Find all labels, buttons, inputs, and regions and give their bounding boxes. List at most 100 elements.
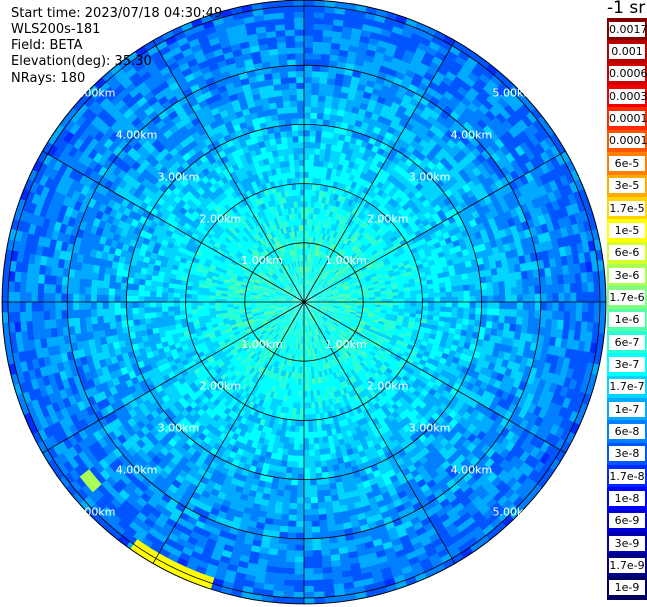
ppi-cell bbox=[317, 321, 322, 327]
ppi-cell bbox=[331, 331, 338, 338]
ppi-cell bbox=[295, 305, 300, 311]
ppi-cell bbox=[281, 292, 288, 296]
ppi-cell bbox=[308, 305, 315, 310]
ppi-cell bbox=[269, 290, 276, 294]
ppi-cell bbox=[275, 320, 282, 325]
ppi-cell bbox=[302, 289, 304, 297]
ppi-cell bbox=[313, 309, 319, 314]
ppi-cell bbox=[319, 309, 326, 314]
ppi-cell bbox=[304, 183, 309, 190]
ppi-cell bbox=[321, 306, 328, 309]
ppi-cell bbox=[321, 265, 327, 272]
ppi-cell bbox=[404, 305, 411, 310]
ppi-cell bbox=[312, 261, 316, 268]
ppi-cell bbox=[302, 313, 304, 320]
ppi-cell bbox=[312, 309, 318, 315]
ppi-cell bbox=[316, 269, 320, 276]
ppi-cell bbox=[322, 259, 327, 266]
ppi-cell bbox=[343, 312, 351, 316]
ppi-cell bbox=[265, 315, 272, 319]
ppi-cell bbox=[333, 298, 340, 300]
ppi-cell bbox=[304, 302, 311, 304]
ppi-cell bbox=[317, 269, 321, 276]
ppi-cell bbox=[342, 314, 350, 319]
ppi-cell bbox=[313, 308, 319, 313]
ppi-cell bbox=[336, 286, 344, 290]
ppi-cell bbox=[308, 285, 312, 292]
ppi-cell bbox=[321, 282, 327, 287]
ppi-cell bbox=[292, 297, 299, 300]
ppi-cell bbox=[322, 266, 328, 273]
ppi-cell bbox=[297, 285, 300, 291]
ppi-cell bbox=[263, 289, 271, 293]
ppi-cell bbox=[283, 319, 289, 325]
ppi-cell bbox=[299, 230, 302, 237]
ppi-cell bbox=[334, 270, 341, 276]
ppi-cell bbox=[270, 276, 277, 282]
ppi-cell bbox=[299, 319, 302, 326]
ppi-cell bbox=[320, 332, 325, 339]
ppi-cell bbox=[307, 408, 312, 415]
ppi-cell bbox=[316, 314, 322, 320]
ppi-cell bbox=[440, 297, 447, 303]
ppi-cell bbox=[304, 141, 310, 149]
ppi-cell bbox=[286, 284, 292, 290]
ppi-cell bbox=[288, 328, 292, 335]
ppi-cell bbox=[294, 273, 298, 280]
ppi-cell bbox=[293, 317, 297, 324]
ppi-cell bbox=[144, 290, 151, 297]
ppi-cell bbox=[438, 282, 446, 289]
ppi-cell bbox=[275, 319, 281, 325]
ppi-cell bbox=[311, 273, 315, 280]
ppi-cell bbox=[275, 308, 282, 312]
ppi-cell bbox=[327, 296, 334, 299]
ppi-cell bbox=[161, 296, 168, 302]
ppi-cell bbox=[280, 297, 287, 300]
ppi-cell bbox=[314, 293, 321, 297]
ppi-cell bbox=[313, 443, 320, 450]
ppi-cell bbox=[313, 281, 318, 288]
ppi-cell bbox=[292, 461, 299, 468]
ppi-cell bbox=[333, 329, 340, 336]
ppi-cell bbox=[274, 302, 281, 305]
ppi-cell bbox=[315, 300, 322, 302]
ppi-cell bbox=[416, 293, 423, 299]
ppi-cell bbox=[299, 171, 305, 178]
ppi-cell bbox=[304, 297, 309, 302]
ppi-cell bbox=[333, 278, 340, 284]
ppi-cell bbox=[309, 304, 316, 307]
ppi-cell bbox=[304, 313, 306, 321]
ppi-cell bbox=[270, 287, 277, 291]
ppi-cell bbox=[309, 299, 316, 302]
ppi-cell bbox=[167, 310, 175, 317]
ppi-cell bbox=[277, 321, 283, 327]
ppi-cell bbox=[284, 271, 289, 278]
ppi-cell bbox=[173, 292, 180, 298]
ppi-cell bbox=[301, 266, 303, 273]
ppi-cell bbox=[299, 290, 303, 297]
ppi-cell bbox=[275, 310, 282, 314]
ppi-cell bbox=[292, 303, 299, 305]
ppi-cell bbox=[316, 262, 320, 270]
ppi-cell bbox=[281, 308, 288, 312]
ppi-cell bbox=[287, 314, 293, 320]
ppi-cell bbox=[280, 298, 287, 301]
ppi-cell bbox=[308, 294, 314, 299]
ppi-cell bbox=[311, 261, 315, 268]
ppi-cell bbox=[451, 296, 459, 303]
ppi-cell bbox=[318, 288, 325, 293]
ppi-cell bbox=[315, 268, 319, 275]
ppi-cell bbox=[314, 294, 321, 298]
ppi-cell bbox=[279, 315, 286, 321]
ppi-cell bbox=[311, 419, 317, 427]
ppi-cell bbox=[305, 278, 308, 285]
ppi-cell bbox=[299, 297, 304, 302]
ppi-cell bbox=[338, 291, 345, 295]
ppi-cell bbox=[283, 326, 289, 333]
ppi-cell bbox=[326, 261, 331, 268]
ppi-cell bbox=[314, 255, 318, 263]
ppi-cell bbox=[292, 299, 299, 302]
ppi-cell bbox=[327, 335, 332, 342]
ppi-cell bbox=[307, 291, 312, 298]
ppi-cell bbox=[281, 317, 287, 322]
